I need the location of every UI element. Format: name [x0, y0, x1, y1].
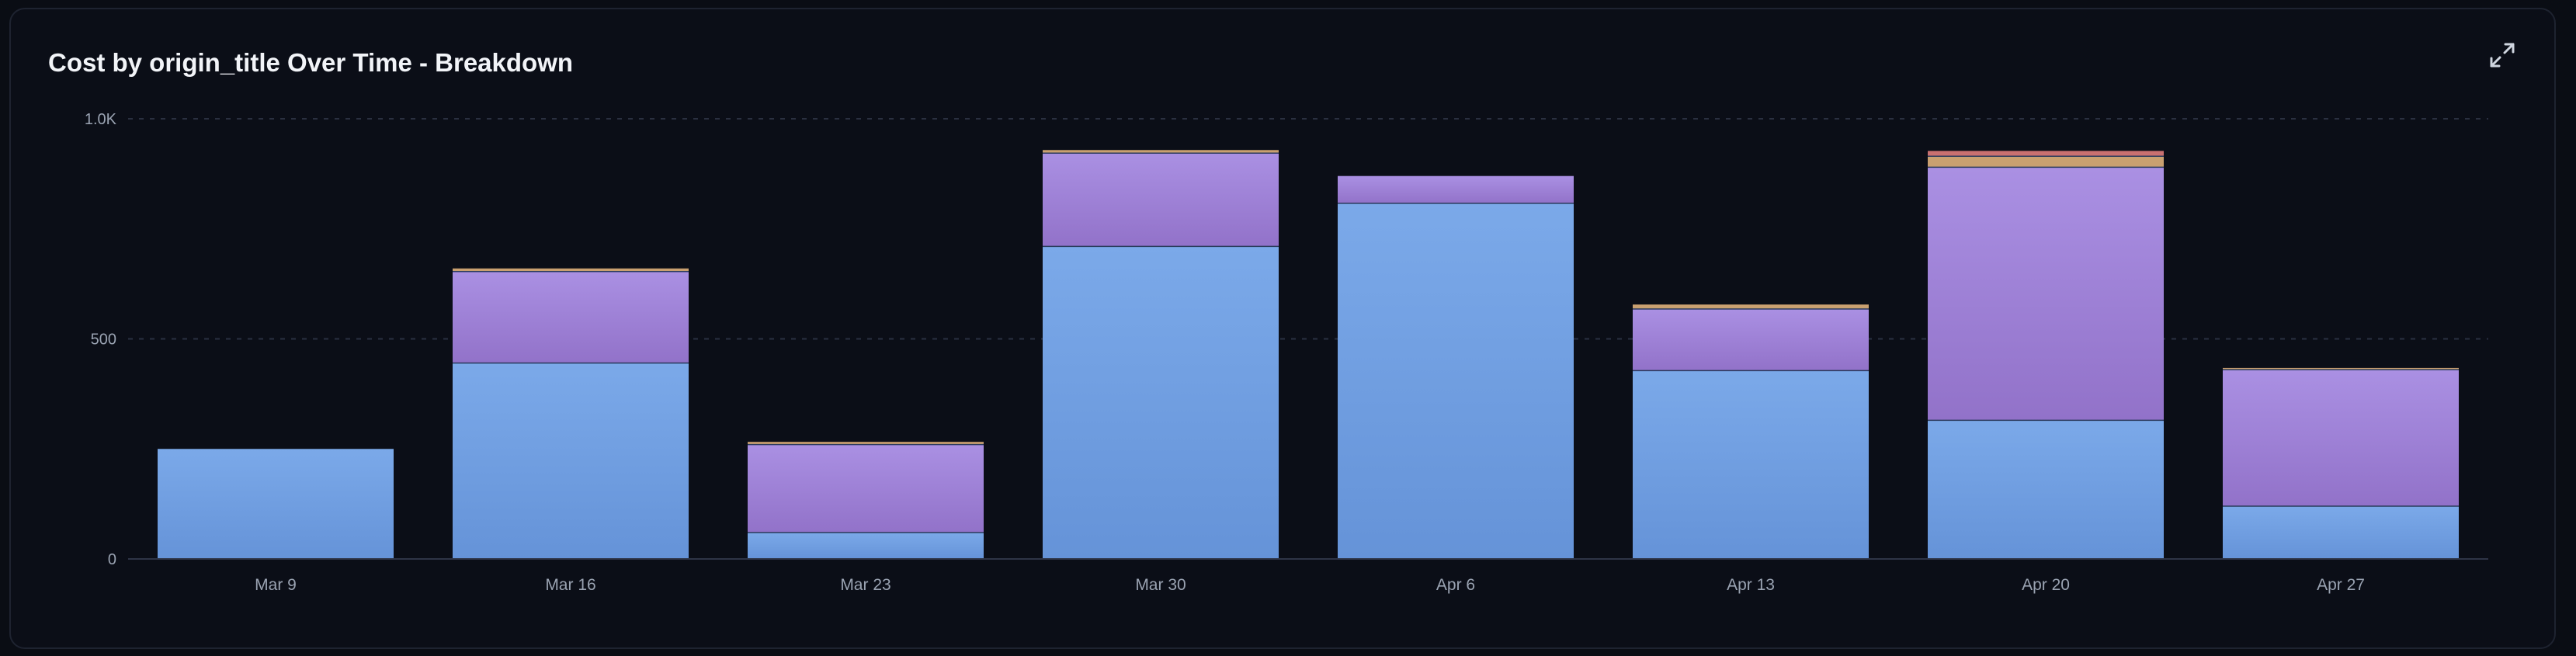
x-tick-label: Apr 13: [1727, 576, 1775, 594]
bar-segment: [1633, 304, 1869, 309]
x-tick-label: Mar 30: [1135, 576, 1186, 594]
bar-segment: [2223, 367, 2459, 370]
bar-segment: [453, 363, 689, 559]
bar-segment: [158, 449, 394, 559]
bar-segment: [748, 532, 984, 559]
bar-segment: [453, 268, 689, 272]
y-tick-label: 500: [91, 331, 116, 349]
x-tick-label: Mar 23: [840, 576, 890, 594]
bar-segment: [1928, 420, 2164, 559]
bar-segment: [1633, 370, 1869, 559]
bar-segment: [1043, 153, 1279, 247]
chart-title: Cost by origin_title Over Time - Breakdo…: [48, 48, 574, 77]
expand-icon: [2490, 43, 2515, 68]
bar-segment: [1338, 175, 1574, 203]
y-tick-label: 0: [108, 551, 116, 568]
x-tick-label: Apr 27: [2317, 576, 2365, 594]
y-tick-label: 1.0K: [85, 111, 117, 128]
bar-segment: [748, 444, 984, 533]
x-tick-label: Mar 9: [255, 576, 297, 594]
expand-button[interactable]: [2487, 40, 2517, 70]
bar-segment: [748, 442, 984, 445]
bar-segment: [1928, 156, 2164, 168]
x-tick-label: Apr 20: [2022, 576, 2070, 594]
bar-segment: [1043, 246, 1279, 559]
bar-segment: [1338, 203, 1574, 559]
bar-segment: [1928, 151, 2164, 157]
bar-segment: [2223, 370, 2459, 506]
bar-segment: [2223, 505, 2459, 559]
bar-segment: [1928, 167, 2164, 421]
x-tick-label: Mar 16: [545, 576, 595, 594]
bar-segment: [453, 271, 689, 363]
bar-segment: [1633, 308, 1869, 371]
bar-segment: [1043, 150, 1279, 154]
x-tick-label: Apr 6: [1436, 576, 1475, 594]
